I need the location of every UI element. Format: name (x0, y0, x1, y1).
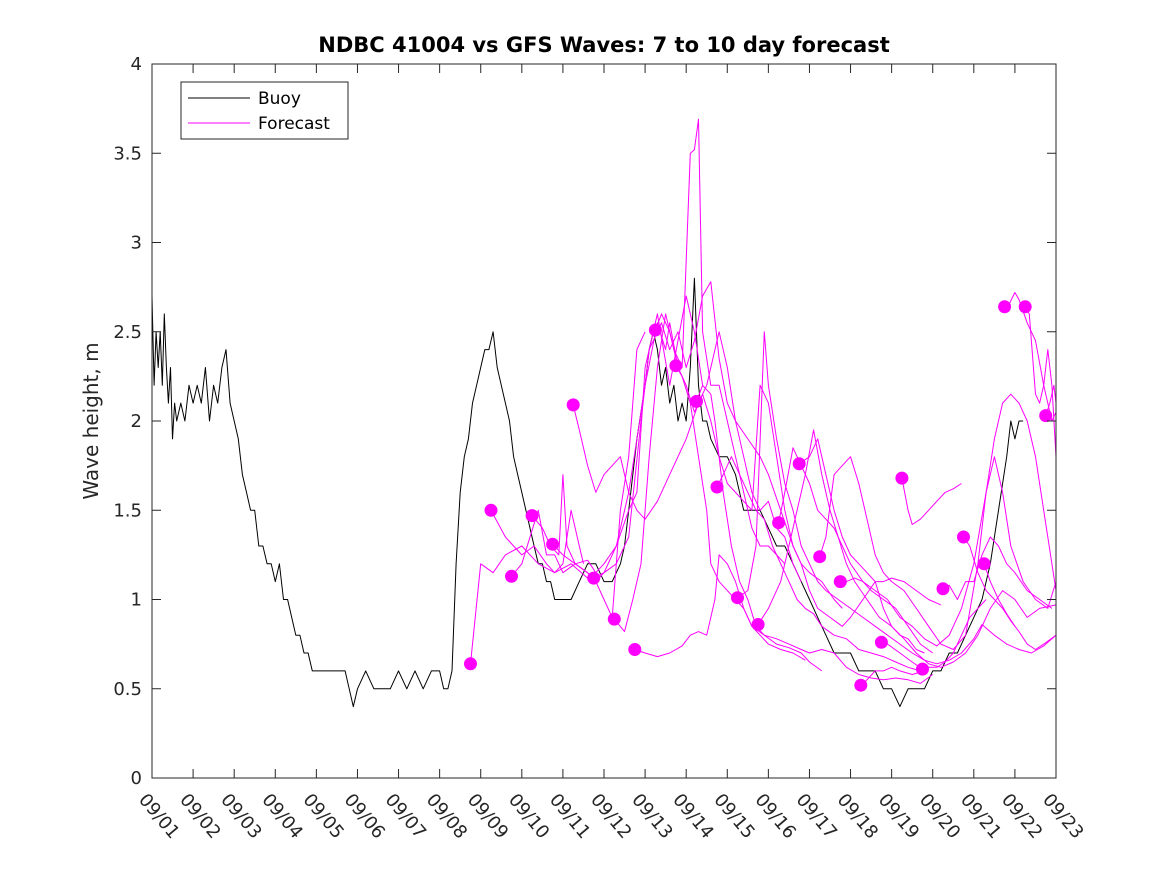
y-tick-label: 0 (131, 768, 142, 789)
forecast-line-13 (716, 456, 921, 672)
forecast-start-marker-24 (936, 582, 950, 596)
forecast-start-marker-5 (546, 537, 560, 551)
forecast-start-marker-14 (731, 591, 744, 605)
y-tick-label: 0.5 (113, 679, 142, 700)
forecast-line-10 (654, 313, 925, 654)
forecast-line-29 (1045, 384, 1057, 416)
forecast-start-marker-20 (854, 678, 868, 692)
forecast-start-marker-11 (669, 359, 683, 373)
y-tick-label: 1.5 (113, 500, 142, 521)
legend-buoy-label: Buoy (258, 89, 301, 109)
forecast-line-15 (757, 429, 1057, 668)
forecast-start-marker-26 (977, 557, 991, 571)
legend: Buoy Forecast (180, 81, 349, 140)
forecast-line-9 (634, 554, 806, 661)
forecast-start-marker-3 (505, 569, 518, 583)
y-tick-label: 3 (131, 233, 142, 254)
forecast-line-18 (819, 393, 1057, 650)
forecast-start-marker-6 (566, 398, 580, 412)
forecast-start-marker-25 (957, 530, 970, 544)
forecast-line-16 (778, 447, 1057, 647)
forecast-line-24 (942, 536, 1053, 609)
forecast-line-7 (593, 281, 802, 582)
forecast-line-8 (613, 118, 786, 633)
forecast-start-marker-23 (916, 662, 929, 676)
y-tick-label: 2.5 (113, 322, 142, 343)
forecast-start-marker-9 (628, 643, 642, 656)
forecast-line-2 (490, 509, 584, 574)
y-tick-label: 1 (131, 590, 142, 611)
forecast-start-marker-19 (833, 575, 847, 589)
forecast-line-23 (922, 599, 987, 670)
forecast-start-marker-1 (464, 657, 477, 671)
forecast-start-marker-22 (895, 471, 909, 485)
y-tick-label: 2 (131, 411, 142, 432)
ticks-layer (151, 63, 1057, 779)
forecast-start-marker-4 (525, 509, 539, 523)
forecast-line-12 (696, 384, 933, 684)
chart-title: NDBC 41004 vs GFS Waves: 7 to 10 day for… (318, 33, 889, 57)
forecast-start-marker-16 (772, 516, 786, 530)
forecast-line-5 (552, 295, 704, 583)
forecast-line-14 (737, 331, 1057, 665)
y-tick-label: 3.5 (113, 143, 142, 164)
forecast-line-22 (901, 478, 962, 525)
legend-forecast-label: Forecast (258, 114, 330, 134)
y-tick-label: 4 (131, 54, 142, 75)
forecast-start-marker-21 (874, 635, 888, 649)
forecast-start-marker-15 (751, 618, 765, 631)
forecast-line-27 (1004, 292, 1057, 422)
forecast-line-17 (798, 438, 942, 606)
forecast-start-marker-12 (690, 394, 703, 408)
forecast-start-marker-17 (792, 457, 806, 471)
forecast-start-marker-8 (607, 612, 621, 626)
forecast-start-marker-27 (998, 300, 1012, 314)
legend-box (180, 81, 349, 140)
forecast-start-marker-13 (710, 480, 724, 494)
forecast-start-marker-28 (1018, 300, 1032, 314)
forecast-start-marker-7 (587, 571, 601, 585)
forecast-line-26 (983, 563, 1016, 627)
forecast-start-marker-29 (1039, 409, 1053, 423)
forecast-line-20 (860, 666, 925, 686)
plot-area (152, 64, 1056, 778)
forecast-line-28 (1024, 306, 1057, 457)
y-axis-label: Wave height, m (79, 342, 103, 499)
forecast-line-19 (840, 577, 933, 654)
forecast-start-marker-2 (484, 503, 498, 517)
series-layer (151, 118, 1057, 708)
forecast-line-1 (470, 545, 588, 664)
forecast-start-marker-18 (813, 550, 827, 564)
forecast-start-marker-10 (648, 323, 662, 337)
